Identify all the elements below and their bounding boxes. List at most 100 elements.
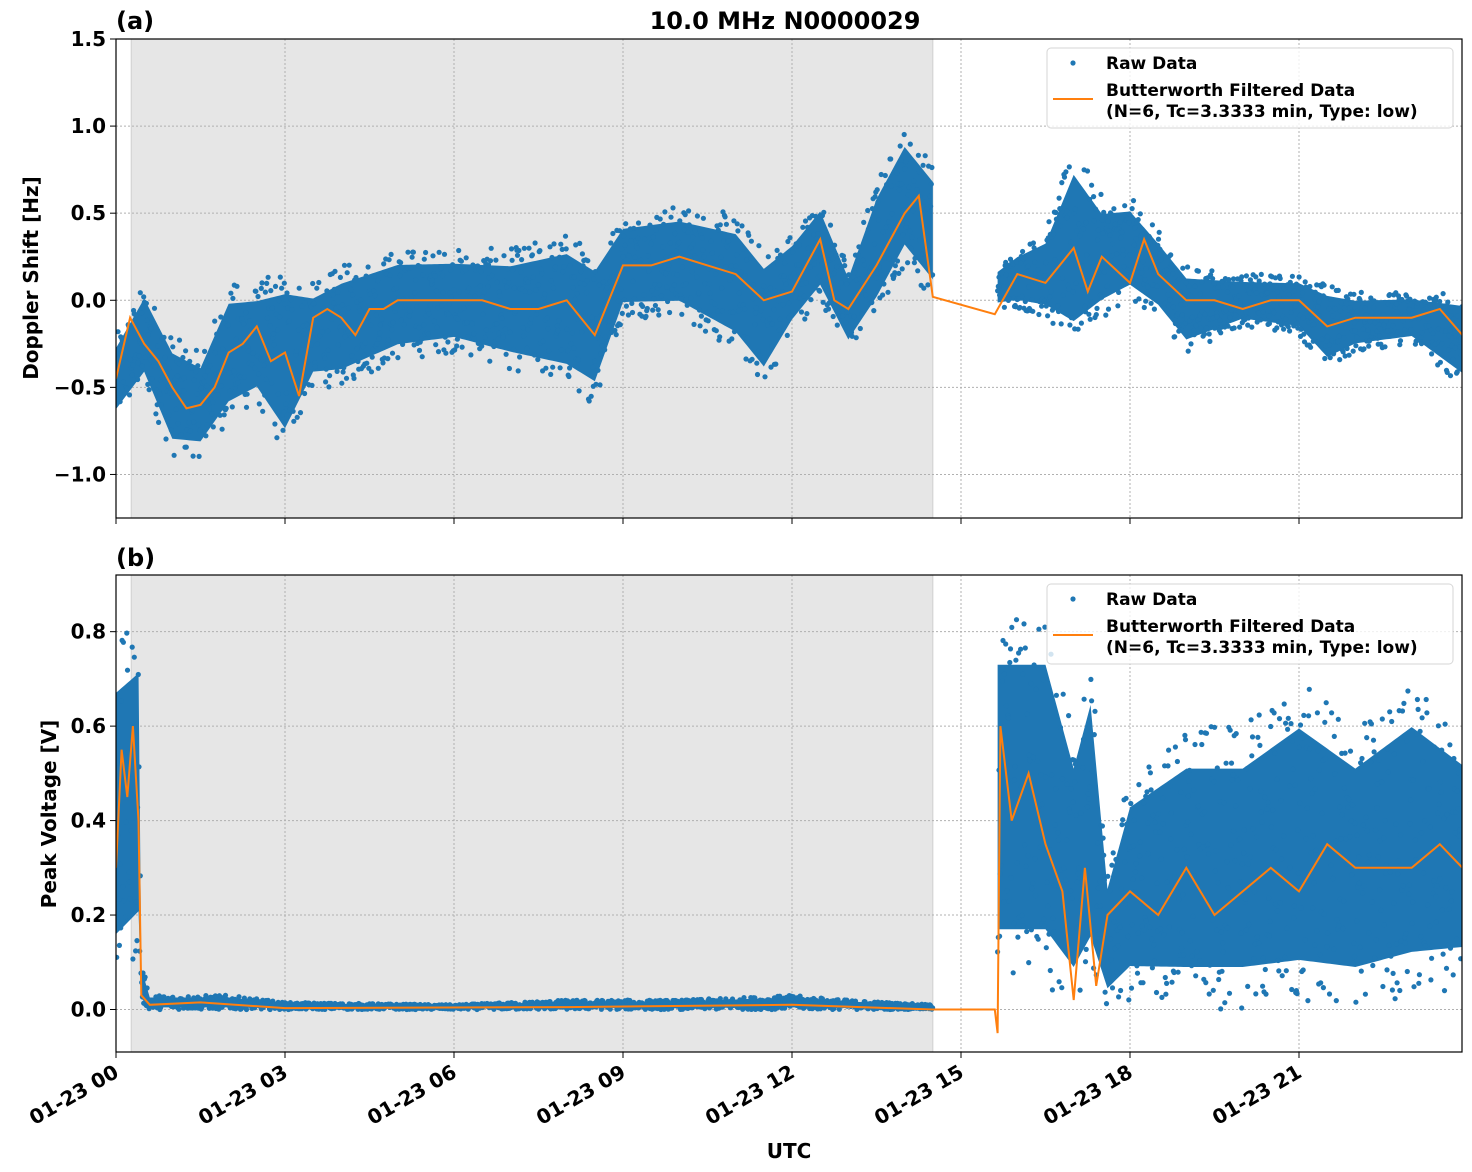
raw-data-point bbox=[808, 297, 814, 303]
raw-data-point bbox=[385, 337, 391, 343]
raw-data-point bbox=[312, 360, 318, 366]
raw-data-point bbox=[1440, 291, 1446, 297]
raw-data-point bbox=[1064, 215, 1070, 221]
raw-data-point bbox=[1210, 276, 1216, 282]
raw-data-point bbox=[1010, 970, 1016, 976]
raw-data-point bbox=[671, 282, 678, 288]
raw-data-point bbox=[1214, 313, 1220, 320]
raw-data-point bbox=[264, 315, 270, 321]
raw-data-point bbox=[272, 421, 278, 427]
raw-data-point bbox=[1052, 822, 1058, 828]
raw-data-point bbox=[1447, 327, 1453, 333]
raw-data-point bbox=[515, 368, 521, 374]
raw-data-point bbox=[1141, 800, 1147, 806]
raw-data-point bbox=[1077, 987, 1083, 993]
raw-data-point bbox=[393, 285, 400, 291]
raw-data-point bbox=[1115, 943, 1121, 949]
raw-data-point bbox=[288, 297, 294, 303]
raw-data-point bbox=[1213, 848, 1219, 854]
raw-data-point bbox=[715, 227, 721, 233]
raw-data-point bbox=[593, 381, 599, 387]
raw-data-point bbox=[1399, 887, 1405, 893]
raw-data-point bbox=[560, 269, 566, 275]
raw-data-point bbox=[176, 361, 182, 367]
raw-data-point bbox=[1121, 264, 1127, 270]
raw-data-point bbox=[1101, 269, 1107, 275]
raw-data-point bbox=[146, 1006, 152, 1012]
raw-data-point bbox=[531, 352, 538, 358]
raw-data-point bbox=[212, 318, 218, 324]
raw-data-point bbox=[927, 193, 933, 199]
raw-data-point bbox=[1090, 264, 1096, 270]
raw-data-point bbox=[1165, 763, 1171, 769]
raw-data-point bbox=[1338, 300, 1344, 306]
raw-data-point bbox=[295, 373, 301, 379]
raw-data-point bbox=[1243, 273, 1249, 279]
raw-data-point bbox=[602, 334, 609, 340]
raw-data-point bbox=[1399, 708, 1406, 714]
raw-data-point bbox=[1241, 850, 1247, 856]
raw-data-point bbox=[1367, 318, 1373, 325]
raw-data-point bbox=[836, 1006, 842, 1012]
raw-data-point bbox=[1424, 710, 1430, 716]
raw-data-point bbox=[1422, 818, 1428, 824]
raw-data-point bbox=[362, 340, 368, 346]
raw-data-point bbox=[169, 390, 175, 396]
raw-data-point bbox=[552, 264, 559, 270]
raw-data-point bbox=[920, 162, 926, 168]
raw-data-point bbox=[1296, 274, 1302, 280]
raw-data-point bbox=[1192, 283, 1198, 289]
raw-data-point bbox=[1005, 715, 1012, 721]
raw-data-point bbox=[436, 249, 442, 255]
raw-data-point bbox=[1215, 284, 1221, 290]
raw-data-point bbox=[1312, 786, 1318, 792]
raw-data-point bbox=[888, 183, 895, 189]
raw-data-point bbox=[1383, 870, 1389, 876]
raw-data-point bbox=[1274, 289, 1281, 295]
raw-data-point bbox=[116, 329, 121, 335]
raw-data-point bbox=[727, 277, 733, 283]
raw-data-point bbox=[281, 409, 287, 415]
raw-data-point bbox=[719, 285, 725, 291]
raw-data-point bbox=[1354, 832, 1360, 839]
legend-box bbox=[1046, 47, 1454, 129]
raw-data-point bbox=[543, 365, 549, 371]
raw-data-point bbox=[456, 247, 462, 254]
raw-data-point bbox=[385, 356, 391, 362]
raw-data-point bbox=[1100, 835, 1106, 841]
raw-data-point bbox=[1198, 729, 1204, 735]
raw-data-point bbox=[896, 187, 903, 193]
raw-data-point bbox=[1443, 965, 1450, 971]
raw-data-point bbox=[1292, 782, 1298, 788]
raw-data-point bbox=[1426, 323, 1432, 329]
raw-data-point bbox=[1278, 856, 1285, 862]
raw-data-point bbox=[1310, 338, 1316, 344]
raw-data-point bbox=[145, 381, 151, 387]
raw-data-point bbox=[1342, 353, 1348, 359]
raw-data-point bbox=[1312, 296, 1318, 302]
raw-data-point bbox=[1106, 972, 1112, 978]
raw-data-point bbox=[1265, 799, 1271, 805]
raw-data-point bbox=[1326, 991, 1333, 997]
raw-data-point bbox=[799, 281, 805, 287]
raw-data-point bbox=[237, 374, 243, 380]
raw-data-point bbox=[1086, 796, 1092, 802]
raw-data-point bbox=[1203, 325, 1210, 331]
raw-data-point bbox=[1395, 329, 1401, 335]
raw-data-point bbox=[1185, 793, 1191, 799]
y-axis-label-a: Doppler Shift [Hz] bbox=[19, 176, 43, 380]
raw-data-point bbox=[1189, 314, 1195, 320]
raw-data-point bbox=[624, 266, 630, 272]
raw-data-point bbox=[578, 268, 584, 275]
raw-data-point bbox=[1176, 328, 1182, 334]
raw-data-point bbox=[1391, 900, 1397, 906]
raw-data-point bbox=[898, 157, 904, 163]
raw-data-point bbox=[1274, 776, 1280, 783]
raw-data-point bbox=[1271, 710, 1277, 716]
raw-data-point bbox=[1228, 307, 1235, 313]
raw-data-point bbox=[1191, 328, 1197, 334]
raw-data-point bbox=[212, 349, 218, 356]
raw-data-point bbox=[1397, 342, 1403, 348]
raw-data-point bbox=[129, 372, 135, 378]
raw-data-point bbox=[1335, 287, 1341, 293]
